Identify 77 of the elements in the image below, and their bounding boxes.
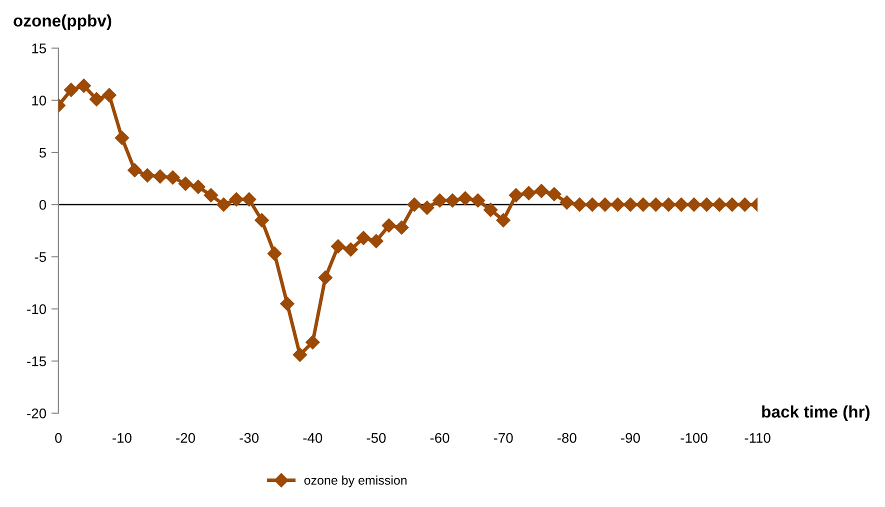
point xyxy=(738,198,752,212)
point xyxy=(610,198,625,212)
x-tick-label: -60 xyxy=(430,433,450,443)
point xyxy=(674,198,688,212)
point xyxy=(508,188,524,202)
y-tick-label: 5 xyxy=(39,148,46,158)
point xyxy=(686,198,702,212)
point xyxy=(560,195,574,210)
point xyxy=(216,198,231,212)
point xyxy=(662,198,676,212)
point xyxy=(166,170,180,185)
point xyxy=(636,198,650,212)
point xyxy=(102,88,116,102)
point xyxy=(128,163,142,178)
x-tick-label: -100 xyxy=(680,433,708,443)
point xyxy=(229,192,244,206)
point xyxy=(254,213,269,228)
point xyxy=(522,186,536,200)
point xyxy=(204,188,218,202)
point xyxy=(64,82,78,97)
point xyxy=(382,218,396,233)
point xyxy=(280,296,294,311)
x-tick-label: -30 xyxy=(240,433,259,443)
point xyxy=(484,202,498,217)
point xyxy=(140,168,154,182)
y-tick-label: -10 xyxy=(27,304,46,314)
x-tick-label: -20 xyxy=(176,433,196,443)
x-tick-label: -40 xyxy=(303,433,322,443)
point xyxy=(394,220,409,235)
point xyxy=(585,198,600,212)
y-axis-title: ozone(ppbv) xyxy=(14,14,112,30)
point xyxy=(648,198,663,212)
x-tick-label: -80 xyxy=(557,433,576,443)
point xyxy=(89,92,104,106)
y-tick-label: 0 xyxy=(39,200,46,210)
point xyxy=(458,191,472,206)
y-tick-label: 10 xyxy=(32,96,46,106)
point xyxy=(330,239,346,254)
x-tick-label: -90 xyxy=(621,433,640,443)
point xyxy=(700,198,714,212)
point xyxy=(470,193,485,208)
x-tick-label: -70 xyxy=(494,433,513,443)
x-axis-title: back time (hr) xyxy=(762,405,870,421)
point xyxy=(242,192,256,206)
point xyxy=(407,198,422,212)
point xyxy=(318,270,332,285)
y-tick-label: 15 xyxy=(32,44,46,54)
point xyxy=(547,187,562,202)
point xyxy=(178,176,193,191)
legend-label: ozone by emission xyxy=(304,476,407,488)
point xyxy=(306,335,320,350)
point xyxy=(356,230,371,246)
point xyxy=(534,184,549,198)
point xyxy=(114,130,130,145)
y-tick-label: -5 xyxy=(34,252,46,262)
point xyxy=(76,78,91,93)
point xyxy=(598,198,612,212)
point xyxy=(420,200,434,215)
point xyxy=(623,198,638,212)
point xyxy=(445,193,460,208)
point xyxy=(369,234,384,248)
point xyxy=(725,198,740,212)
point xyxy=(292,348,308,362)
point xyxy=(432,193,447,208)
x-tick-label: -110 xyxy=(744,433,770,443)
point xyxy=(712,198,727,212)
x-tick-label: 0 xyxy=(55,433,62,443)
point xyxy=(344,242,358,257)
y-tick-label: -20 xyxy=(27,408,46,418)
point xyxy=(191,180,206,194)
point xyxy=(267,246,282,261)
y-tick-label: -15 xyxy=(27,356,46,366)
x-tick-label: -50 xyxy=(366,433,386,443)
point xyxy=(153,169,168,184)
point xyxy=(572,198,587,212)
point xyxy=(496,213,510,228)
x-tick-label: -10 xyxy=(112,433,132,443)
